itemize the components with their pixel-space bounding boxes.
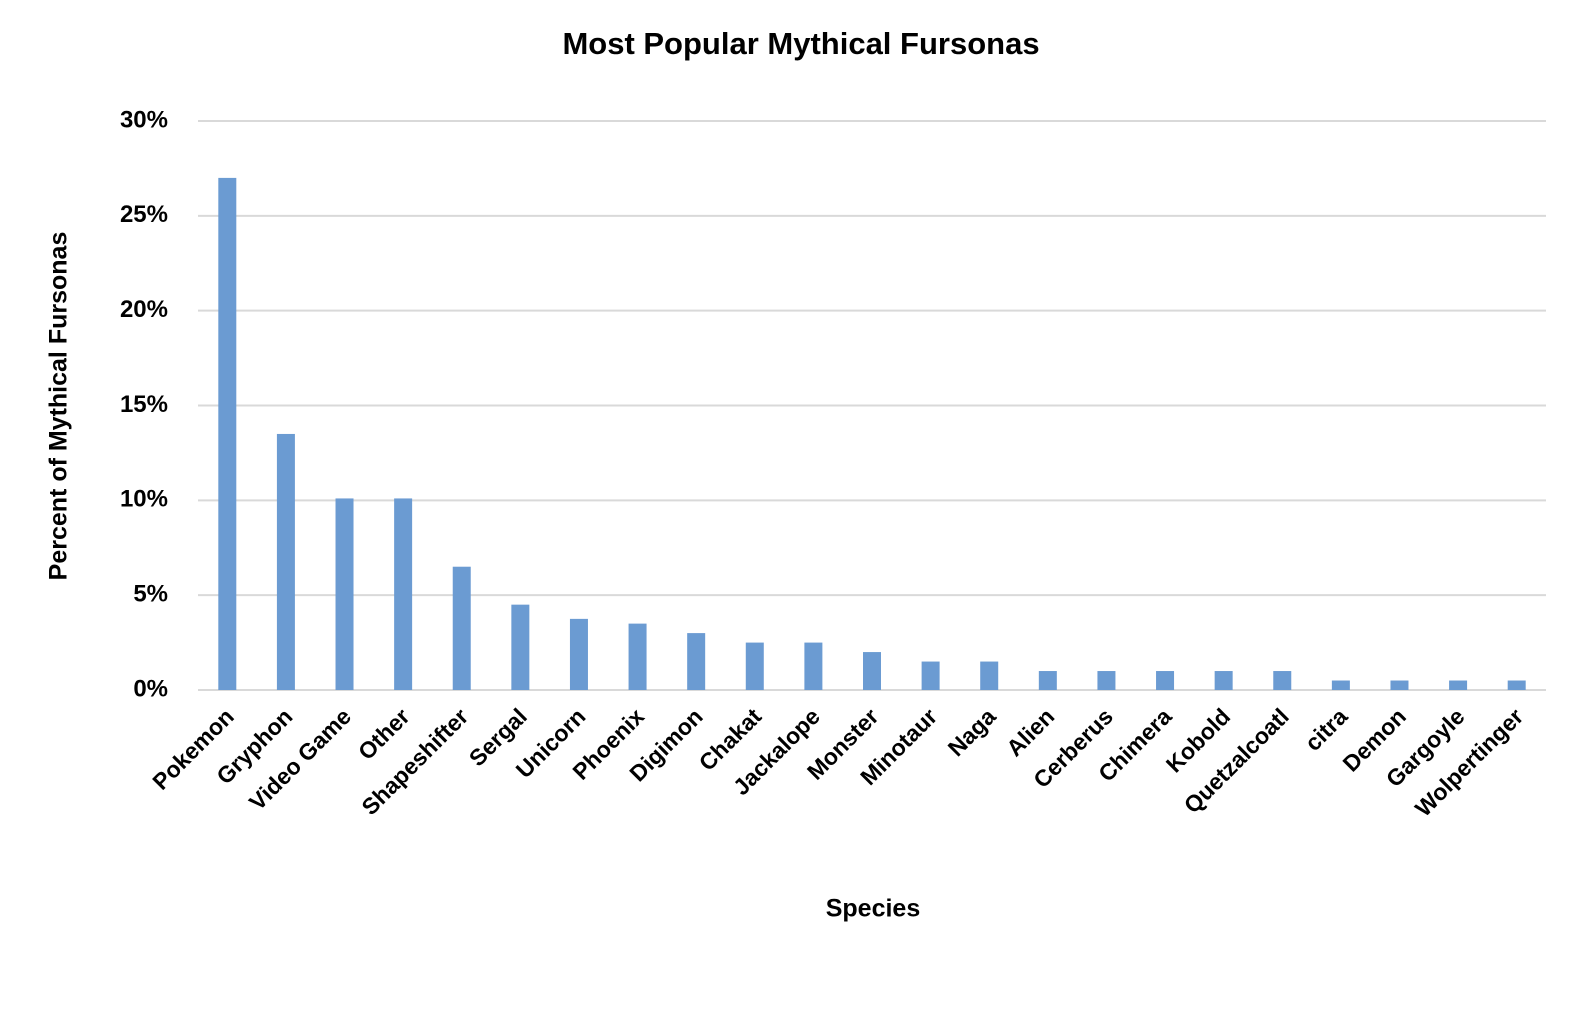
bar (1097, 671, 1116, 690)
y-tick-label: 15% (120, 391, 168, 418)
bar (1507, 680, 1526, 690)
y-tick-label: 30% (120, 106, 168, 133)
y-tick-label: 10% (120, 486, 168, 513)
y-tick-label: 0% (133, 675, 168, 702)
bar (569, 618, 588, 690)
bar (980, 661, 999, 690)
y-tick-label: 20% (120, 296, 168, 323)
bar (335, 498, 354, 690)
bar (804, 642, 823, 690)
bar (276, 433, 295, 690)
x-tick-label: Video Game (244, 703, 356, 815)
bar (511, 604, 530, 690)
bar (452, 566, 471, 690)
bar (1449, 680, 1468, 690)
bar (687, 633, 706, 690)
bar (921, 661, 940, 690)
bar (745, 642, 764, 690)
chart-title: Most Popular Mythical Fursonas (562, 26, 1039, 61)
bar (1390, 680, 1409, 690)
y-axis-title: Percent of Mythical Fursonas (45, 232, 73, 581)
bar (1273, 671, 1292, 690)
bar (1331, 680, 1350, 690)
x-axis-title: Species (826, 895, 921, 923)
bar (218, 177, 237, 690)
bar (1156, 671, 1175, 690)
y-tick-label: 5% (133, 581, 168, 608)
bar (863, 652, 881, 690)
bar (1214, 671, 1233, 690)
bar (1038, 671, 1057, 690)
x-tick-label: Naga (943, 703, 1001, 761)
bar (394, 498, 413, 690)
bar (628, 623, 647, 690)
y-tick-label: 25% (120, 201, 168, 228)
x-tick-label: citra (1300, 703, 1353, 756)
